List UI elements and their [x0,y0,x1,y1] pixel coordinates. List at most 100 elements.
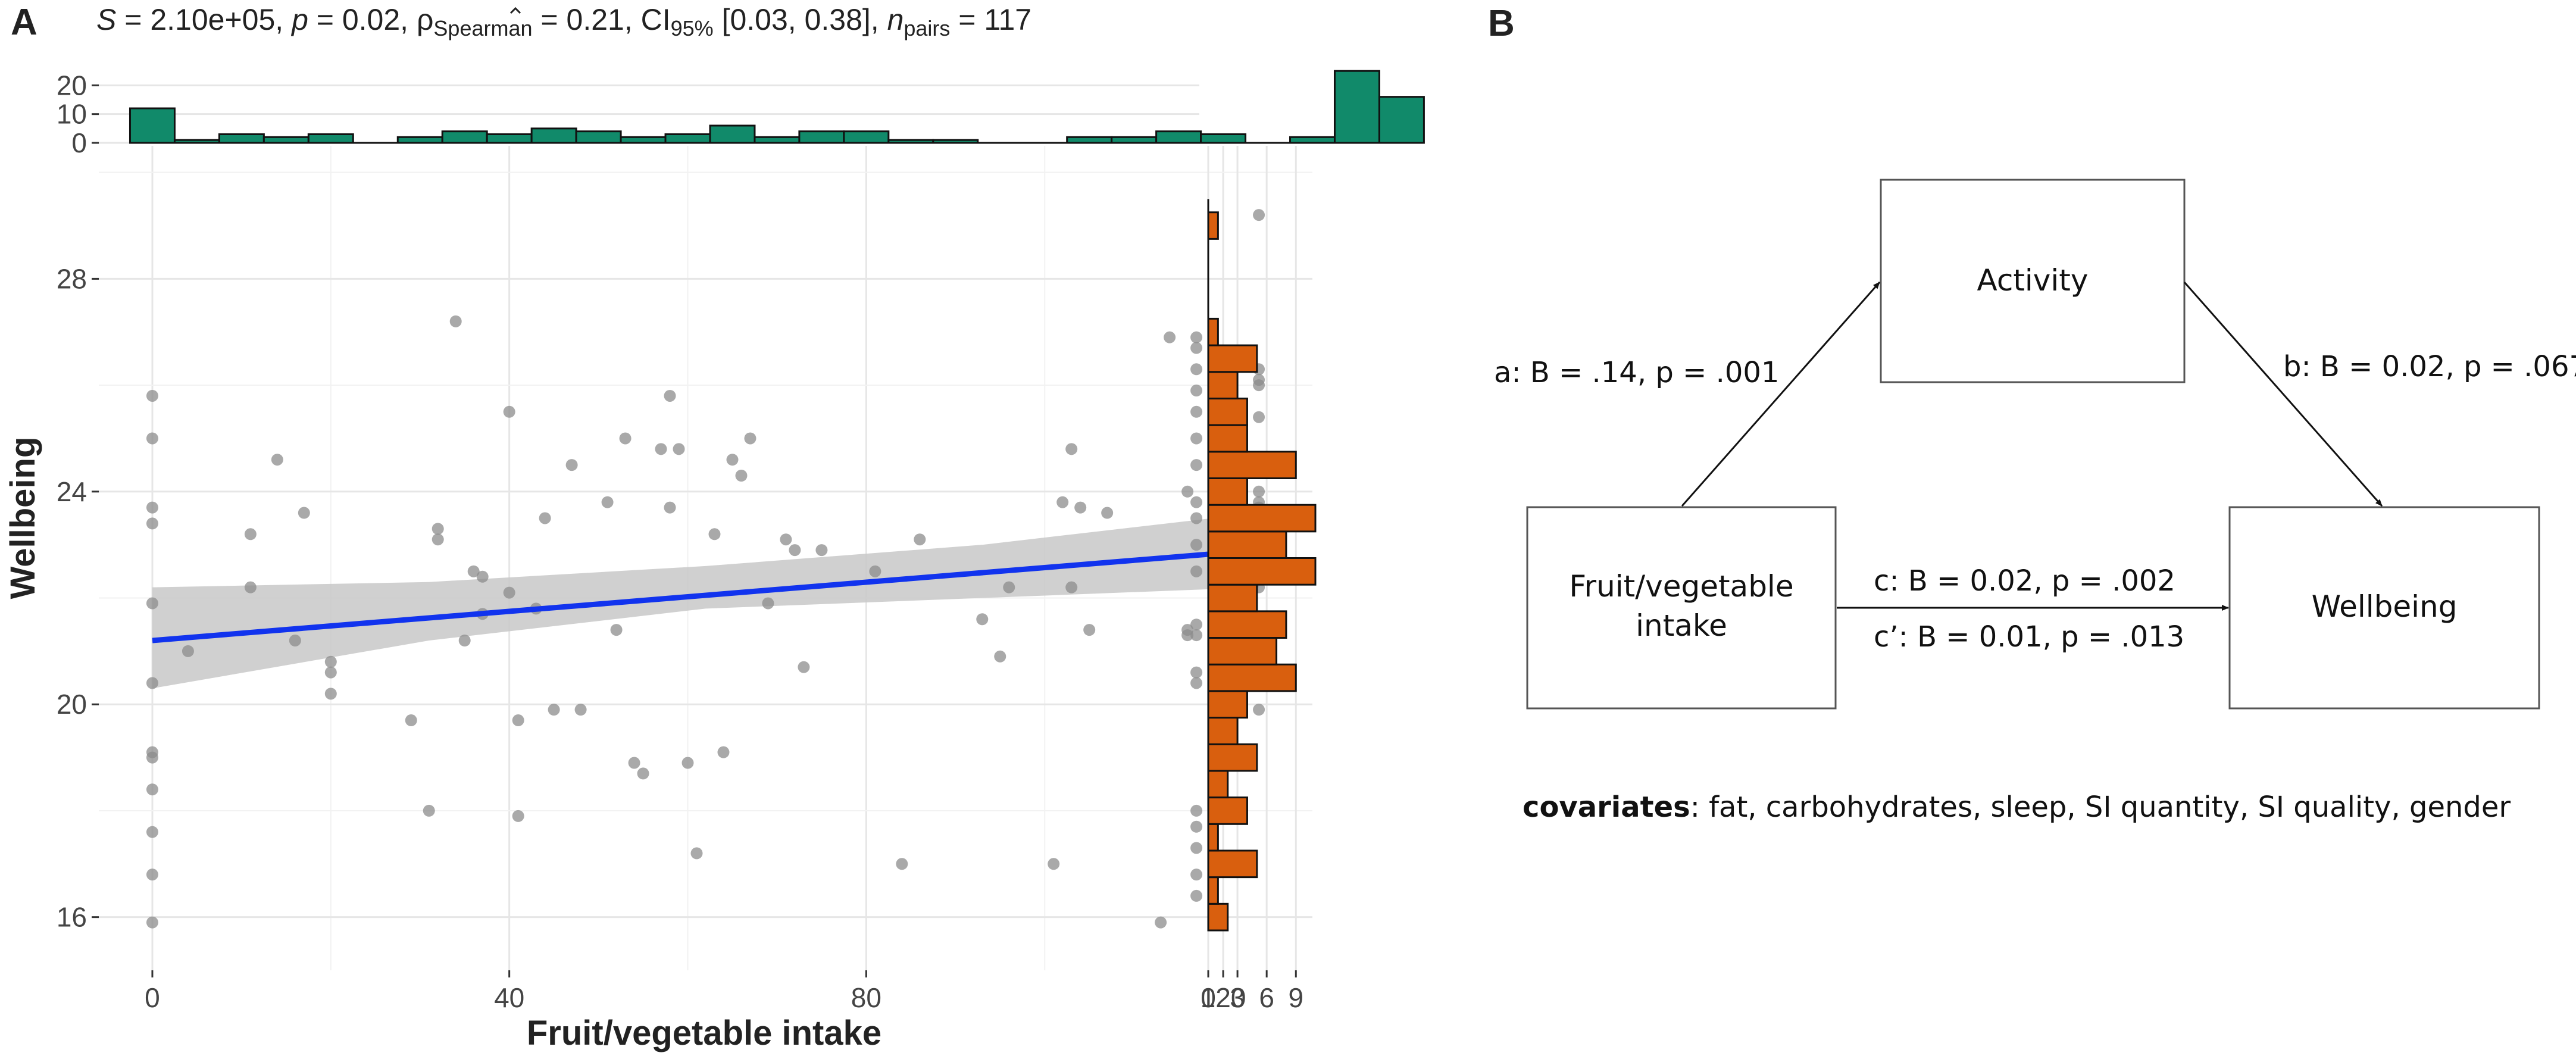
data-point [637,767,649,780]
right-histogram-bar [1207,451,1297,479]
data-point [146,751,158,764]
data-point [798,661,810,673]
data-point [503,405,515,418]
subtitle-s-symbol: S [96,3,116,36]
data-point [628,757,640,769]
top-histogram-bar [441,130,488,144]
data-point [146,916,158,929]
fruit-vegetable-label-line1: Fruit/vegetable [1569,569,1793,604]
data-point [1253,485,1265,498]
data-point [1190,496,1203,508]
top-hist-tick-label: 10 [57,99,87,130]
right-histogram-bar [1207,743,1258,772]
subtitle-ci-value: [0.03, 0.38], [714,3,887,36]
right-hist-tick-label: 3 [1230,982,1245,1013]
data-point [1190,666,1203,679]
regression-line [152,547,1259,643]
data-point [1048,858,1060,870]
top-histogram-bar [307,133,354,144]
data-point [815,544,828,557]
data-point [619,432,632,445]
subtitle-rho-symbol: ρ [417,3,433,36]
data-point [565,459,578,471]
data-point [1253,379,1265,392]
data-point [1164,331,1176,343]
y-tick-label: 24 [57,476,87,507]
data-point [405,714,417,727]
top-histogram-bar [1333,70,1380,144]
data-point [458,635,471,646]
right-histogram-bar [1207,424,1248,453]
data-point [476,570,489,583]
data-point [244,528,257,541]
top-histogram-bar [1155,130,1202,144]
data-point [146,597,158,610]
data-point [610,624,623,636]
data-point [244,581,257,593]
wellbeing-node: Wellbeing [2228,506,2540,710]
data-point [271,454,283,466]
data-point [324,666,337,679]
top-histogram-bar [1200,133,1247,144]
data-point [146,432,158,445]
data-point [1056,496,1069,508]
right-hist-tick-label: 9 [1288,982,1303,1013]
path-a-label: a: B = .14, p = .001 [1494,356,1779,389]
subtitle-n-symbol: n [887,3,904,36]
panel-b-label: B [1488,3,1515,44]
data-point [601,496,614,508]
data-point [1181,629,1194,642]
subtitle-rho-value: = 0.21, CI [533,3,671,36]
data-point [432,523,444,535]
right-histogram-bar [1207,876,1219,905]
data-point [994,650,1006,663]
data-point [1190,820,1203,833]
data-point [1190,889,1203,902]
data-point [673,443,685,455]
data-point [548,704,560,716]
data-point [1190,342,1203,354]
data-point [467,565,480,577]
right-histogram-bar [1207,344,1258,373]
subtitle-ci-sub: 95% [671,16,714,40]
data-point [146,869,158,881]
data-point [1190,512,1203,524]
data-point [146,826,158,838]
data-point [1181,485,1194,498]
scatter-points [146,209,1265,929]
data-point [512,714,524,727]
data-point [1083,624,1096,636]
confidence-band [152,513,1259,689]
top-histogram-bar [129,107,176,144]
right-histogram-bar [1207,690,1248,719]
right-histogram-bar [1207,717,1239,745]
right-histogram-bar [1207,477,1248,506]
subtitle-rho-sub: Spearman [433,16,532,40]
y-tick-label: 16 [57,902,87,933]
right-histogram-bar [1207,371,1239,399]
right-hist-tick-label: 0 [1201,982,1216,1013]
data-point [744,432,756,445]
top-hist-tick-label: 0 [71,127,87,158]
data-point [1065,443,1078,455]
data-point [914,533,926,546]
stats-subtitle: S = 2.10e+05, p = 0.02, ρSpearman = 0.21… [96,3,1031,40]
data-point [735,470,748,482]
data-point [1190,677,1203,689]
data-point [1190,385,1203,397]
path-c-label: c: B = 0.02, p = .002 [1874,564,2175,598]
data-point [574,704,587,716]
right-histogram-bar [1207,849,1258,879]
top-histogram-bar [218,133,265,144]
fruit-vegetable-node: Fruit/vegetable intake [1526,506,1837,710]
data-point [1190,331,1203,343]
data-point [1190,629,1203,642]
rho-hat-mark [509,7,521,14]
y-tick-label: 20 [57,689,87,720]
y-tick-label: 28 [57,263,87,294]
x-tick-label: 0 [145,982,160,1013]
top-histogram-bars [129,70,1425,144]
x-tick-label: 80 [851,982,881,1013]
